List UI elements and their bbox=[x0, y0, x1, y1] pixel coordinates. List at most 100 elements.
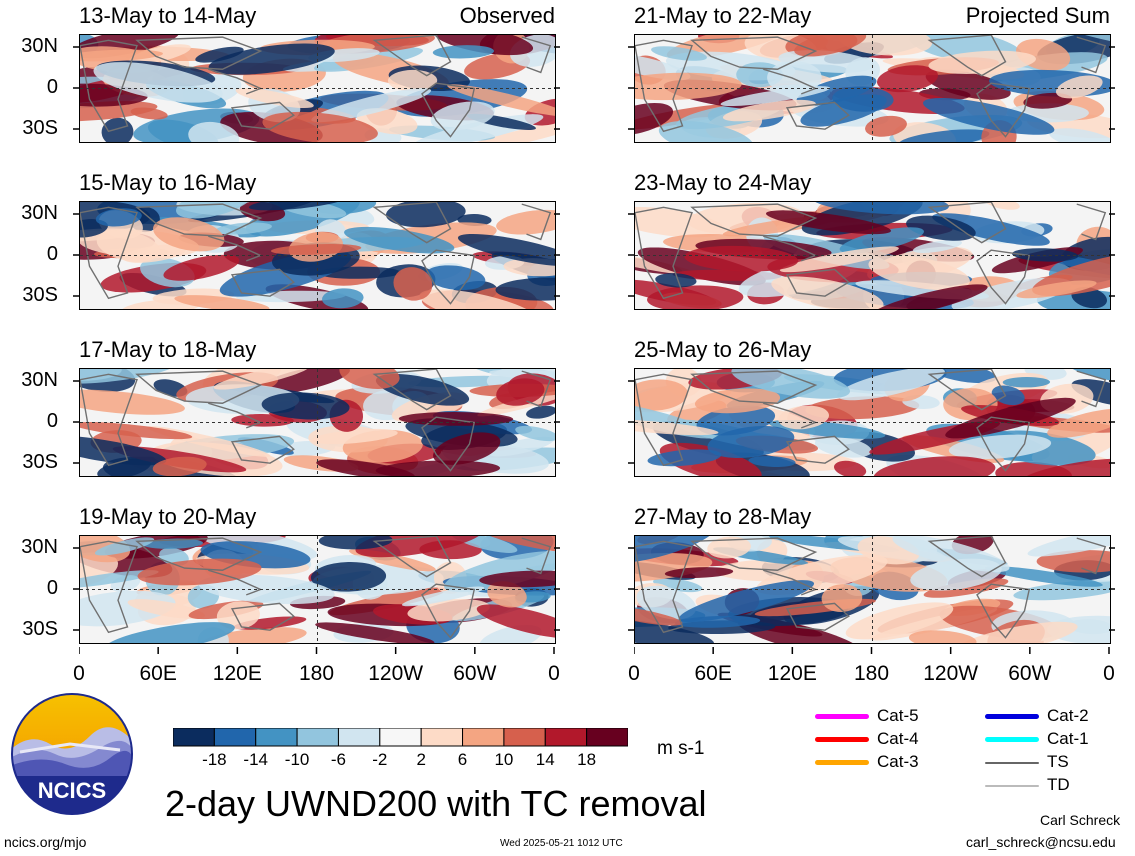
colorbar-swatch bbox=[172, 727, 215, 747]
lat-label: 0 bbox=[46, 410, 58, 432]
colorbar-label: -6 bbox=[330, 750, 347, 769]
panel-title: 15-May to 16-May bbox=[79, 170, 257, 195]
anomaly-map bbox=[634, 201, 1111, 310]
panel-title: 25-May to 26-May bbox=[634, 337, 812, 362]
panel-tag: Observed bbox=[459, 3, 555, 28]
lon-label: 120E bbox=[767, 662, 817, 685]
lon-label: 120W bbox=[923, 662, 979, 685]
lat-ticks bbox=[73, 535, 560, 649]
colorbar-units: m s-1 bbox=[657, 738, 705, 759]
legend-swatch bbox=[815, 760, 869, 766]
panel-title: 13-May to 14-May bbox=[79, 3, 257, 28]
lat-label: 0 bbox=[46, 243, 58, 265]
panel-title: 23-May to 24-May bbox=[634, 170, 812, 195]
panel-title: 21-May to 22-May bbox=[634, 3, 812, 28]
footer-timestamp: Wed 2025-05-21 1012 UTC bbox=[500, 838, 623, 849]
anomaly-map bbox=[634, 535, 1111, 644]
legend-item: Cat-4 bbox=[815, 729, 919, 749]
lat-label: 30S bbox=[22, 618, 58, 640]
colorbar-swatch bbox=[379, 727, 422, 747]
legend-label: Cat-3 bbox=[877, 752, 919, 771]
panel-title: 17-May to 18-May bbox=[79, 337, 257, 362]
legend-swatch bbox=[985, 761, 1039, 764]
main-title: 2-day UWND200 with TC removal bbox=[165, 783, 707, 824]
anomaly-map bbox=[79, 34, 556, 143]
colorbar-swatch bbox=[337, 727, 381, 747]
colorbar-label: 14 bbox=[535, 750, 555, 769]
legend-label: TD bbox=[1047, 775, 1070, 794]
legend-swatch bbox=[985, 737, 1039, 743]
anomaly-map bbox=[79, 201, 556, 310]
legend-swatch bbox=[815, 737, 869, 743]
lon-label: 60W bbox=[453, 662, 497, 685]
colorbar-swatch bbox=[462, 727, 505, 747]
lon-label: 0 bbox=[1103, 662, 1115, 685]
lat-label: 30S bbox=[22, 451, 58, 473]
anomaly-map bbox=[634, 34, 1111, 143]
lat-label: 30N bbox=[21, 536, 58, 558]
colorbar-swatch bbox=[255, 727, 298, 747]
colorbar-swatch bbox=[503, 727, 546, 747]
colorbar-label: 2 bbox=[416, 750, 426, 769]
legend-label: TS bbox=[1047, 752, 1069, 771]
legend-item: Cat-2 bbox=[985, 706, 1089, 726]
lon-label: 120W bbox=[368, 662, 424, 685]
lat-label: 30S bbox=[22, 284, 58, 306]
colorbar-label: 18 bbox=[577, 750, 597, 769]
lon-label: 0 bbox=[548, 662, 560, 685]
anomaly-map bbox=[79, 535, 556, 644]
lon-label: 180 bbox=[298, 662, 335, 685]
panel-tag: Projected Sum bbox=[965, 3, 1110, 28]
panel-title: 27-May to 28-May bbox=[634, 504, 812, 529]
legend-label: Cat-2 bbox=[1047, 706, 1089, 725]
legend-item: Cat-5 bbox=[815, 706, 919, 726]
lat-label: 0 bbox=[46, 76, 58, 98]
lat-ticks bbox=[628, 34, 1115, 148]
footer-email: carl_schreck@ncsu.edu bbox=[966, 834, 1116, 850]
colorbar-swatch bbox=[586, 727, 629, 747]
svg-text:NCICS: NCICS bbox=[38, 778, 106, 803]
lon-label: 180 bbox=[853, 662, 890, 685]
legend-label: Cat-4 bbox=[877, 729, 919, 748]
lon-ticks bbox=[78, 642, 556, 660]
legend-swatch bbox=[985, 784, 1039, 787]
lat-label: 30S bbox=[22, 117, 58, 139]
colorbar-label: -2 bbox=[372, 750, 388, 769]
legend-label: Cat-1 bbox=[1047, 729, 1089, 748]
ncics-logo: NCICS bbox=[10, 692, 134, 816]
footer-author: Carl Schreck bbox=[1040, 812, 1121, 828]
lat-ticks bbox=[73, 34, 560, 148]
colorbar-label: -10 bbox=[284, 750, 310, 769]
legend-item: Cat-1 bbox=[985, 729, 1089, 749]
legend-swatch bbox=[815, 714, 869, 720]
colorbar-swatch bbox=[544, 727, 588, 747]
lon-ticks bbox=[633, 642, 1111, 660]
lat-label: 30N bbox=[21, 202, 58, 224]
lon-label: 0 bbox=[628, 662, 640, 685]
lat-ticks bbox=[73, 201, 560, 315]
lat-label: 30N bbox=[21, 35, 58, 57]
colorbar-label: 6 bbox=[457, 750, 468, 769]
lat-label: 0 bbox=[46, 577, 58, 599]
lon-label: 120E bbox=[212, 662, 262, 685]
lat-ticks bbox=[628, 368, 1115, 482]
lat-ticks bbox=[73, 368, 560, 482]
panel-title: 19-May to 20-May bbox=[79, 504, 257, 529]
colorbar-label: -14 bbox=[243, 750, 268, 769]
legend-item: Cat-3 bbox=[815, 752, 919, 772]
lat-ticks bbox=[628, 201, 1115, 315]
lon-label: 60E bbox=[139, 662, 177, 685]
lon-label: 0 bbox=[73, 662, 85, 685]
anomaly-map bbox=[79, 368, 556, 477]
legend-swatch bbox=[985, 714, 1039, 720]
legend-label: Cat-5 bbox=[877, 706, 919, 725]
colorbar-swatch bbox=[213, 727, 257, 747]
colorbar-swatch bbox=[296, 727, 339, 747]
colorbar-swatch bbox=[420, 727, 464, 747]
lat-label: 30N bbox=[21, 369, 58, 391]
lon-label: 60W bbox=[1008, 662, 1052, 685]
lat-ticks bbox=[628, 535, 1115, 649]
legend-item: TS bbox=[985, 752, 1069, 772]
colorbar-label: -18 bbox=[202, 750, 227, 769]
lon-label: 60E bbox=[694, 662, 732, 685]
